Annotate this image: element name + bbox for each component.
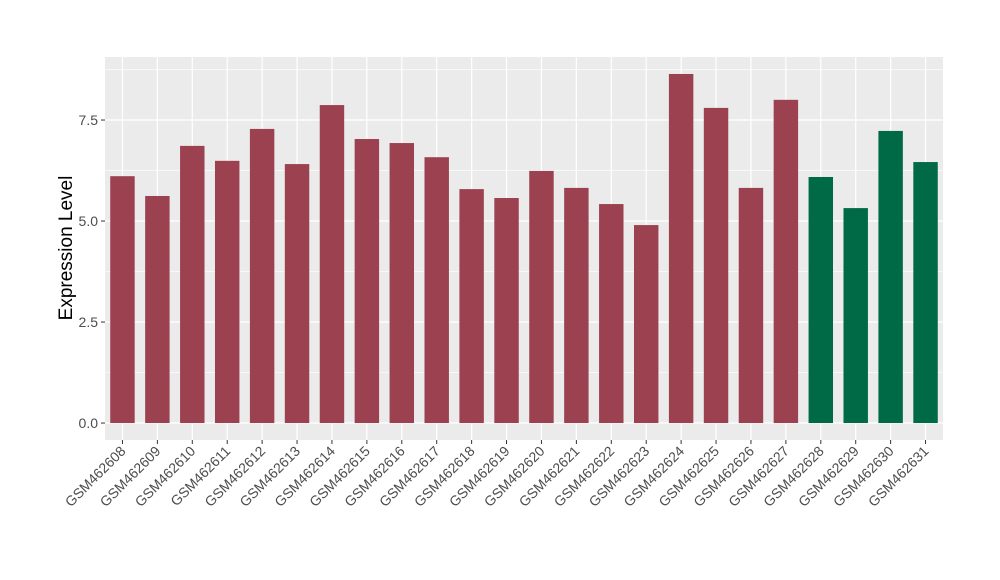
bar [249,128,275,424]
y-tick-label: 7.5 [79,112,99,128]
bar [214,160,240,424]
bar [633,225,659,424]
bar [110,176,135,424]
bar [389,143,415,424]
bar [145,195,170,424]
bar [494,197,519,424]
bar [738,187,764,424]
bar [599,204,624,424]
bar [529,170,554,424]
bar [180,145,205,424]
bar [564,187,589,424]
bar [703,107,729,424]
y-tick-label: 5.0 [79,213,99,229]
bar [808,176,834,424]
bar [424,157,449,424]
panel [105,57,943,440]
y-tick-label: 0.0 [79,415,99,431]
bar [459,189,484,424]
y-tick-label: 2.5 [79,314,99,330]
bar [913,162,938,424]
bar [843,208,868,424]
bar [354,139,380,424]
bar [319,105,345,424]
bar [773,99,799,424]
bar [878,130,903,424]
y-axis-label: Expression Level [56,176,77,321]
bar [668,73,694,424]
bar [284,164,310,424]
